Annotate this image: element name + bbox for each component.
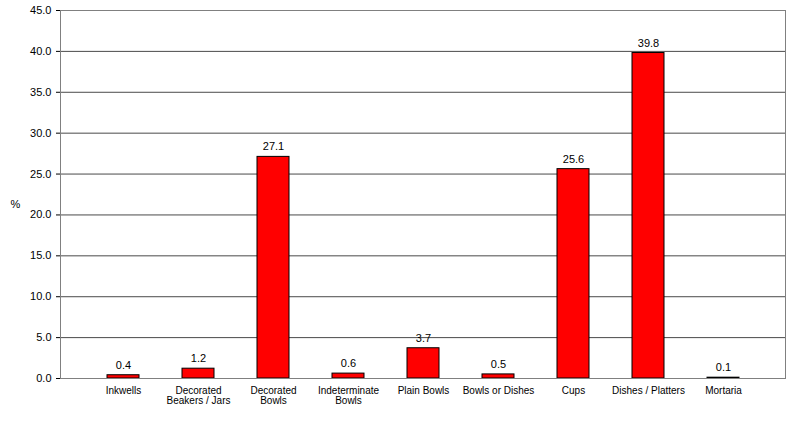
svg-text:DecoratedBeakers / Jars: DecoratedBeakers / Jars	[167, 385, 231, 406]
svg-text:DecoratedBowls: DecoratedBowls	[250, 385, 296, 406]
svg-text:27.1: 27.1	[263, 140, 284, 152]
svg-text:5.0: 5.0	[36, 331, 51, 343]
svg-text:Plain Bowls: Plain Bowls	[398, 385, 450, 396]
svg-text:Inkwells: Inkwells	[106, 385, 142, 396]
svg-text:3.7: 3.7	[416, 332, 431, 344]
svg-text:IndeterminateBowls: IndeterminateBowls	[318, 385, 380, 406]
svg-text:Bowls or Dishes: Bowls or Dishes	[463, 385, 535, 396]
svg-text:25.6: 25.6	[563, 153, 584, 165]
svg-text:39.8: 39.8	[638, 37, 659, 49]
svg-text:Dishes / Platters: Dishes / Platters	[612, 385, 685, 396]
svg-text:30.0: 30.0	[30, 127, 51, 139]
svg-text:0.0: 0.0	[36, 372, 51, 384]
svg-text:Mortaria: Mortaria	[705, 385, 742, 396]
svg-text:45.0: 45.0	[30, 4, 51, 16]
svg-text:0.6: 0.6	[341, 357, 356, 369]
svg-text:15.0: 15.0	[30, 249, 51, 261]
svg-text:20.0: 20.0	[30, 208, 51, 220]
svg-text:40.0: 40.0	[30, 45, 51, 57]
svg-text:Cups: Cups	[562, 385, 585, 396]
svg-text:25.0: 25.0	[30, 168, 51, 180]
svg-text:1.2: 1.2	[191, 352, 206, 364]
svg-text:%: %	[11, 198, 21, 210]
svg-text:35.0: 35.0	[30, 86, 51, 98]
svg-text:0.5: 0.5	[491, 358, 506, 370]
svg-text:0.1: 0.1	[716, 361, 731, 373]
svg-text:10.0: 10.0	[30, 290, 51, 302]
svg-text:0.4: 0.4	[116, 359, 131, 371]
